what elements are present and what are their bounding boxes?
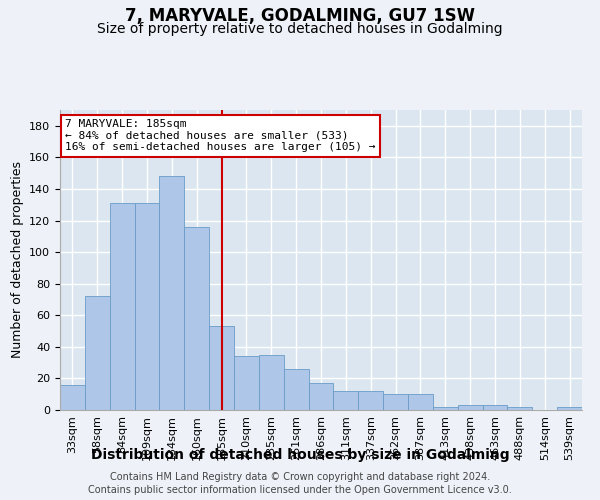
Bar <box>308 383 334 410</box>
Bar <box>160 176 184 410</box>
Text: 7 MARYVALE: 185sqm
← 84% of detached houses are smaller (533)
16% of semi-detach: 7 MARYVALE: 185sqm ← 84% of detached hou… <box>65 119 376 152</box>
Text: Size of property relative to detached houses in Godalming: Size of property relative to detached ho… <box>97 22 503 36</box>
Bar <box>110 203 134 410</box>
Bar <box>334 391 358 410</box>
Bar <box>383 394 408 410</box>
Text: 7, MARYVALE, GODALMING, GU7 1SW: 7, MARYVALE, GODALMING, GU7 1SW <box>125 8 475 26</box>
Bar <box>482 406 508 410</box>
Bar <box>284 369 308 410</box>
Bar <box>134 203 160 410</box>
Bar <box>85 296 110 410</box>
Bar <box>458 406 482 410</box>
Y-axis label: Number of detached properties: Number of detached properties <box>11 162 23 358</box>
Bar <box>557 407 582 410</box>
Bar <box>234 356 259 410</box>
Bar <box>184 227 209 410</box>
Text: Contains public sector information licensed under the Open Government Licence v3: Contains public sector information licen… <box>88 485 512 495</box>
Text: Distribution of detached houses by size in Godalming: Distribution of detached houses by size … <box>91 448 509 462</box>
Bar <box>408 394 433 410</box>
Bar <box>60 384 85 410</box>
Bar <box>209 326 234 410</box>
Bar <box>508 407 532 410</box>
Bar <box>433 407 458 410</box>
Bar <box>358 391 383 410</box>
Text: Contains HM Land Registry data © Crown copyright and database right 2024.: Contains HM Land Registry data © Crown c… <box>110 472 490 482</box>
Bar <box>259 354 284 410</box>
